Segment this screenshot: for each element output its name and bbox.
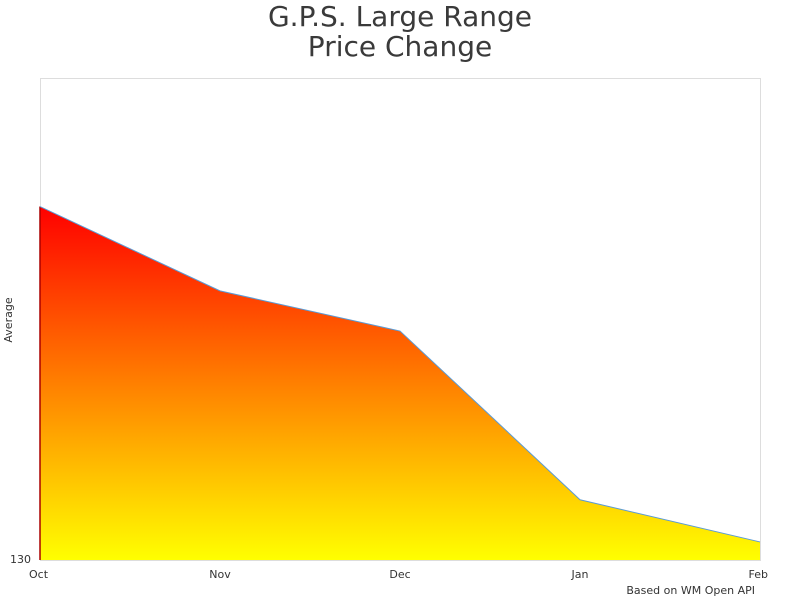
y-axis-label: Average [2,297,15,342]
area [40,206,760,561]
chart-title: Price Change [308,30,492,63]
x-tick-label: Nov [209,568,231,581]
credit: Based on WM Open API [626,584,755,597]
x-tick-label: Oct [29,568,49,581]
x-tick-label: Jan [571,568,589,581]
x-tick-label: Dec [389,568,410,581]
x-tick-label: Feb [749,568,768,581]
chart-title: G.P.S. Large Range [268,0,532,33]
y-tick-label: 130 [10,553,31,566]
line [39,206,761,543]
